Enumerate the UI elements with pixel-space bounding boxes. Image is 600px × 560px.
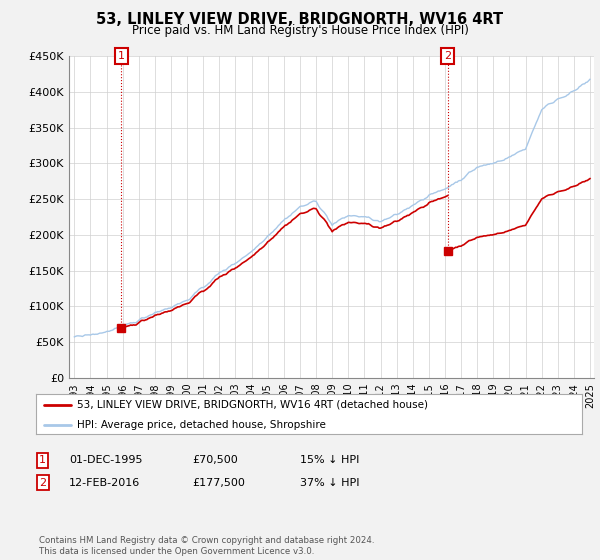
Text: 2: 2 (39, 478, 46, 488)
Text: 01-DEC-1995: 01-DEC-1995 (69, 455, 143, 465)
Text: £70,500: £70,500 (192, 455, 238, 465)
Text: 12-FEB-2016: 12-FEB-2016 (69, 478, 140, 488)
Text: Price paid vs. HM Land Registry's House Price Index (HPI): Price paid vs. HM Land Registry's House … (131, 24, 469, 36)
Text: 37% ↓ HPI: 37% ↓ HPI (300, 478, 359, 488)
Text: 2: 2 (444, 51, 451, 61)
Text: 53, LINLEY VIEW DRIVE, BRIDGNORTH, WV16 4RT: 53, LINLEY VIEW DRIVE, BRIDGNORTH, WV16 … (97, 12, 503, 27)
Text: 15% ↓ HPI: 15% ↓ HPI (300, 455, 359, 465)
Text: 1: 1 (118, 51, 125, 61)
Text: Contains HM Land Registry data © Crown copyright and database right 2024.
This d: Contains HM Land Registry data © Crown c… (39, 536, 374, 556)
Text: HPI: Average price, detached house, Shropshire: HPI: Average price, detached house, Shro… (77, 420, 326, 430)
Text: 53, LINLEY VIEW DRIVE, BRIDGNORTH, WV16 4RT (detached house): 53, LINLEY VIEW DRIVE, BRIDGNORTH, WV16 … (77, 400, 428, 410)
Text: £177,500: £177,500 (192, 478, 245, 488)
Text: 1: 1 (39, 455, 46, 465)
